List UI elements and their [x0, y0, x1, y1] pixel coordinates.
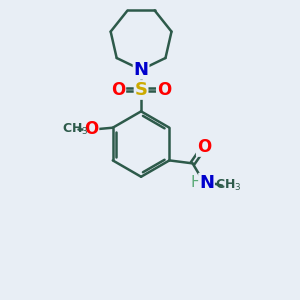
Text: O: O — [111, 81, 125, 99]
Text: N: N — [134, 61, 148, 79]
Text: CH$_3$: CH$_3$ — [62, 122, 88, 137]
Text: O: O — [157, 81, 171, 99]
Text: N: N — [199, 174, 214, 192]
Text: CH$_3$: CH$_3$ — [215, 178, 242, 193]
Text: S: S — [135, 81, 148, 99]
Text: O: O — [197, 138, 211, 156]
Text: H: H — [191, 175, 202, 190]
Text: O: O — [84, 120, 98, 138]
